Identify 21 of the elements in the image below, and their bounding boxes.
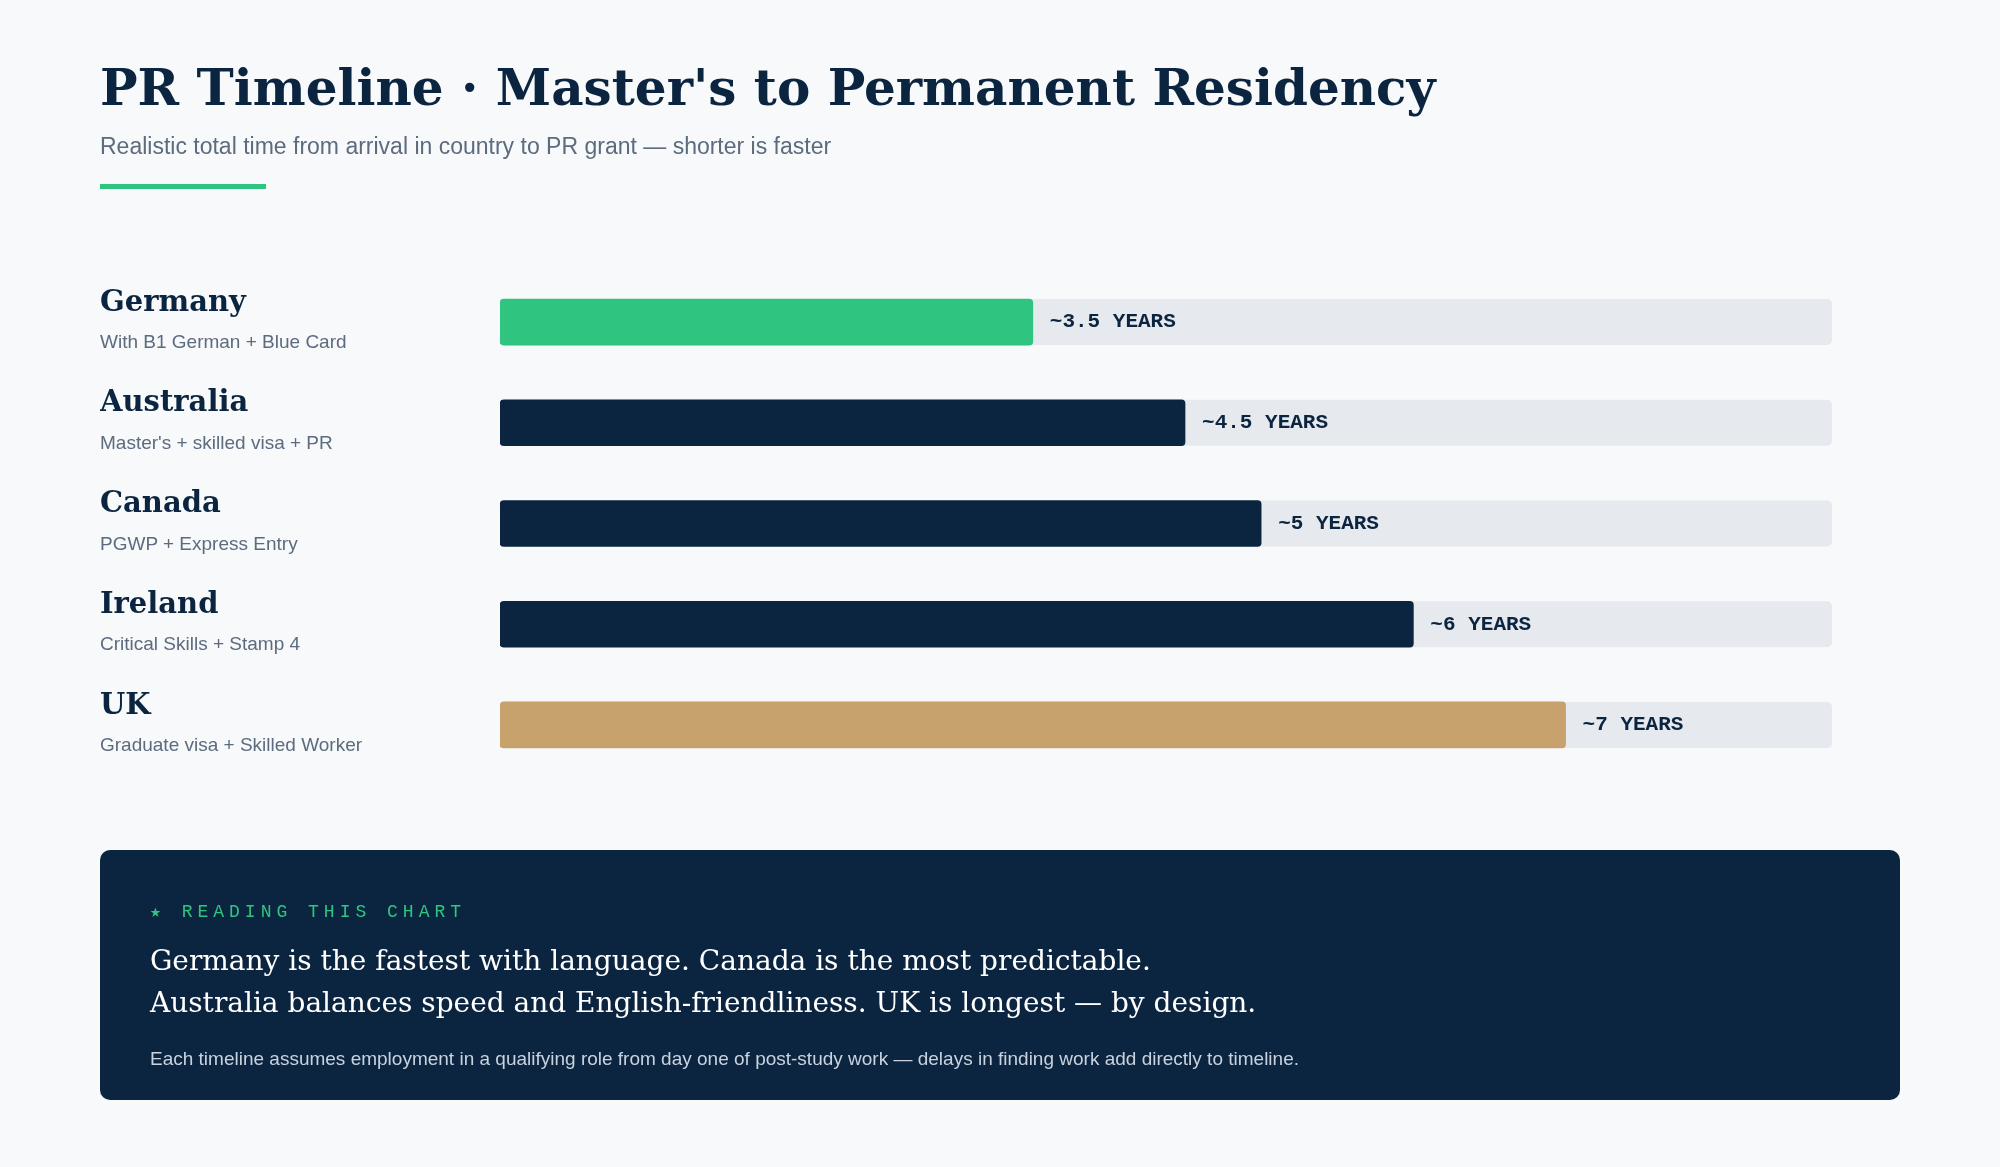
text: With B1 German + Blue Card <box>100 331 347 353</box>
text: Germany is the fastest with language. Canada is the most predictable. <box>150 943 1152 979</box>
data-label: ~7 YEARS <box>1582 713 1684 737</box>
text: Australia balances speed and English-friendliness. UK is longest — by design. <box>150 985 1258 1021</box>
data-label: ~5 YEARS <box>1278 511 1379 535</box>
y-tick-label: UK <box>100 686 153 721</box>
text: Each timeline assumes employment in a qualifying role from day one of post-study work — delays in finding work add directly to timeline. <box>150 1048 1300 1070</box>
data-label: ~3.5 YEARS <box>1049 310 1176 334</box>
chart-subtitle: Realistic total time from arrival in country to PR grant — shorter is faster <box>100 133 832 160</box>
text: Graduate visa + Skilled Worker <box>100 734 363 756</box>
y-tick-label: Germany <box>100 283 248 318</box>
text: Master's + skilled visa + PR <box>100 432 333 454</box>
data-label: ~4.5 YEARS <box>1202 411 1329 435</box>
y-tick-label: Ireland <box>100 585 219 620</box>
chart-title: PR Timeline · Master's to Permanent Residency <box>100 58 1436 117</box>
y-tick-label: Canada <box>100 485 222 520</box>
y-tick-label: Australia <box>99 384 249 419</box>
text: PGWP + Express Entry <box>100 532 299 554</box>
text: Critical Skills + Stamp 4 <box>100 633 301 655</box>
text: ★ READING THIS CHART <box>150 901 468 922</box>
data-label: ~6 YEARS <box>1430 612 1532 636</box>
